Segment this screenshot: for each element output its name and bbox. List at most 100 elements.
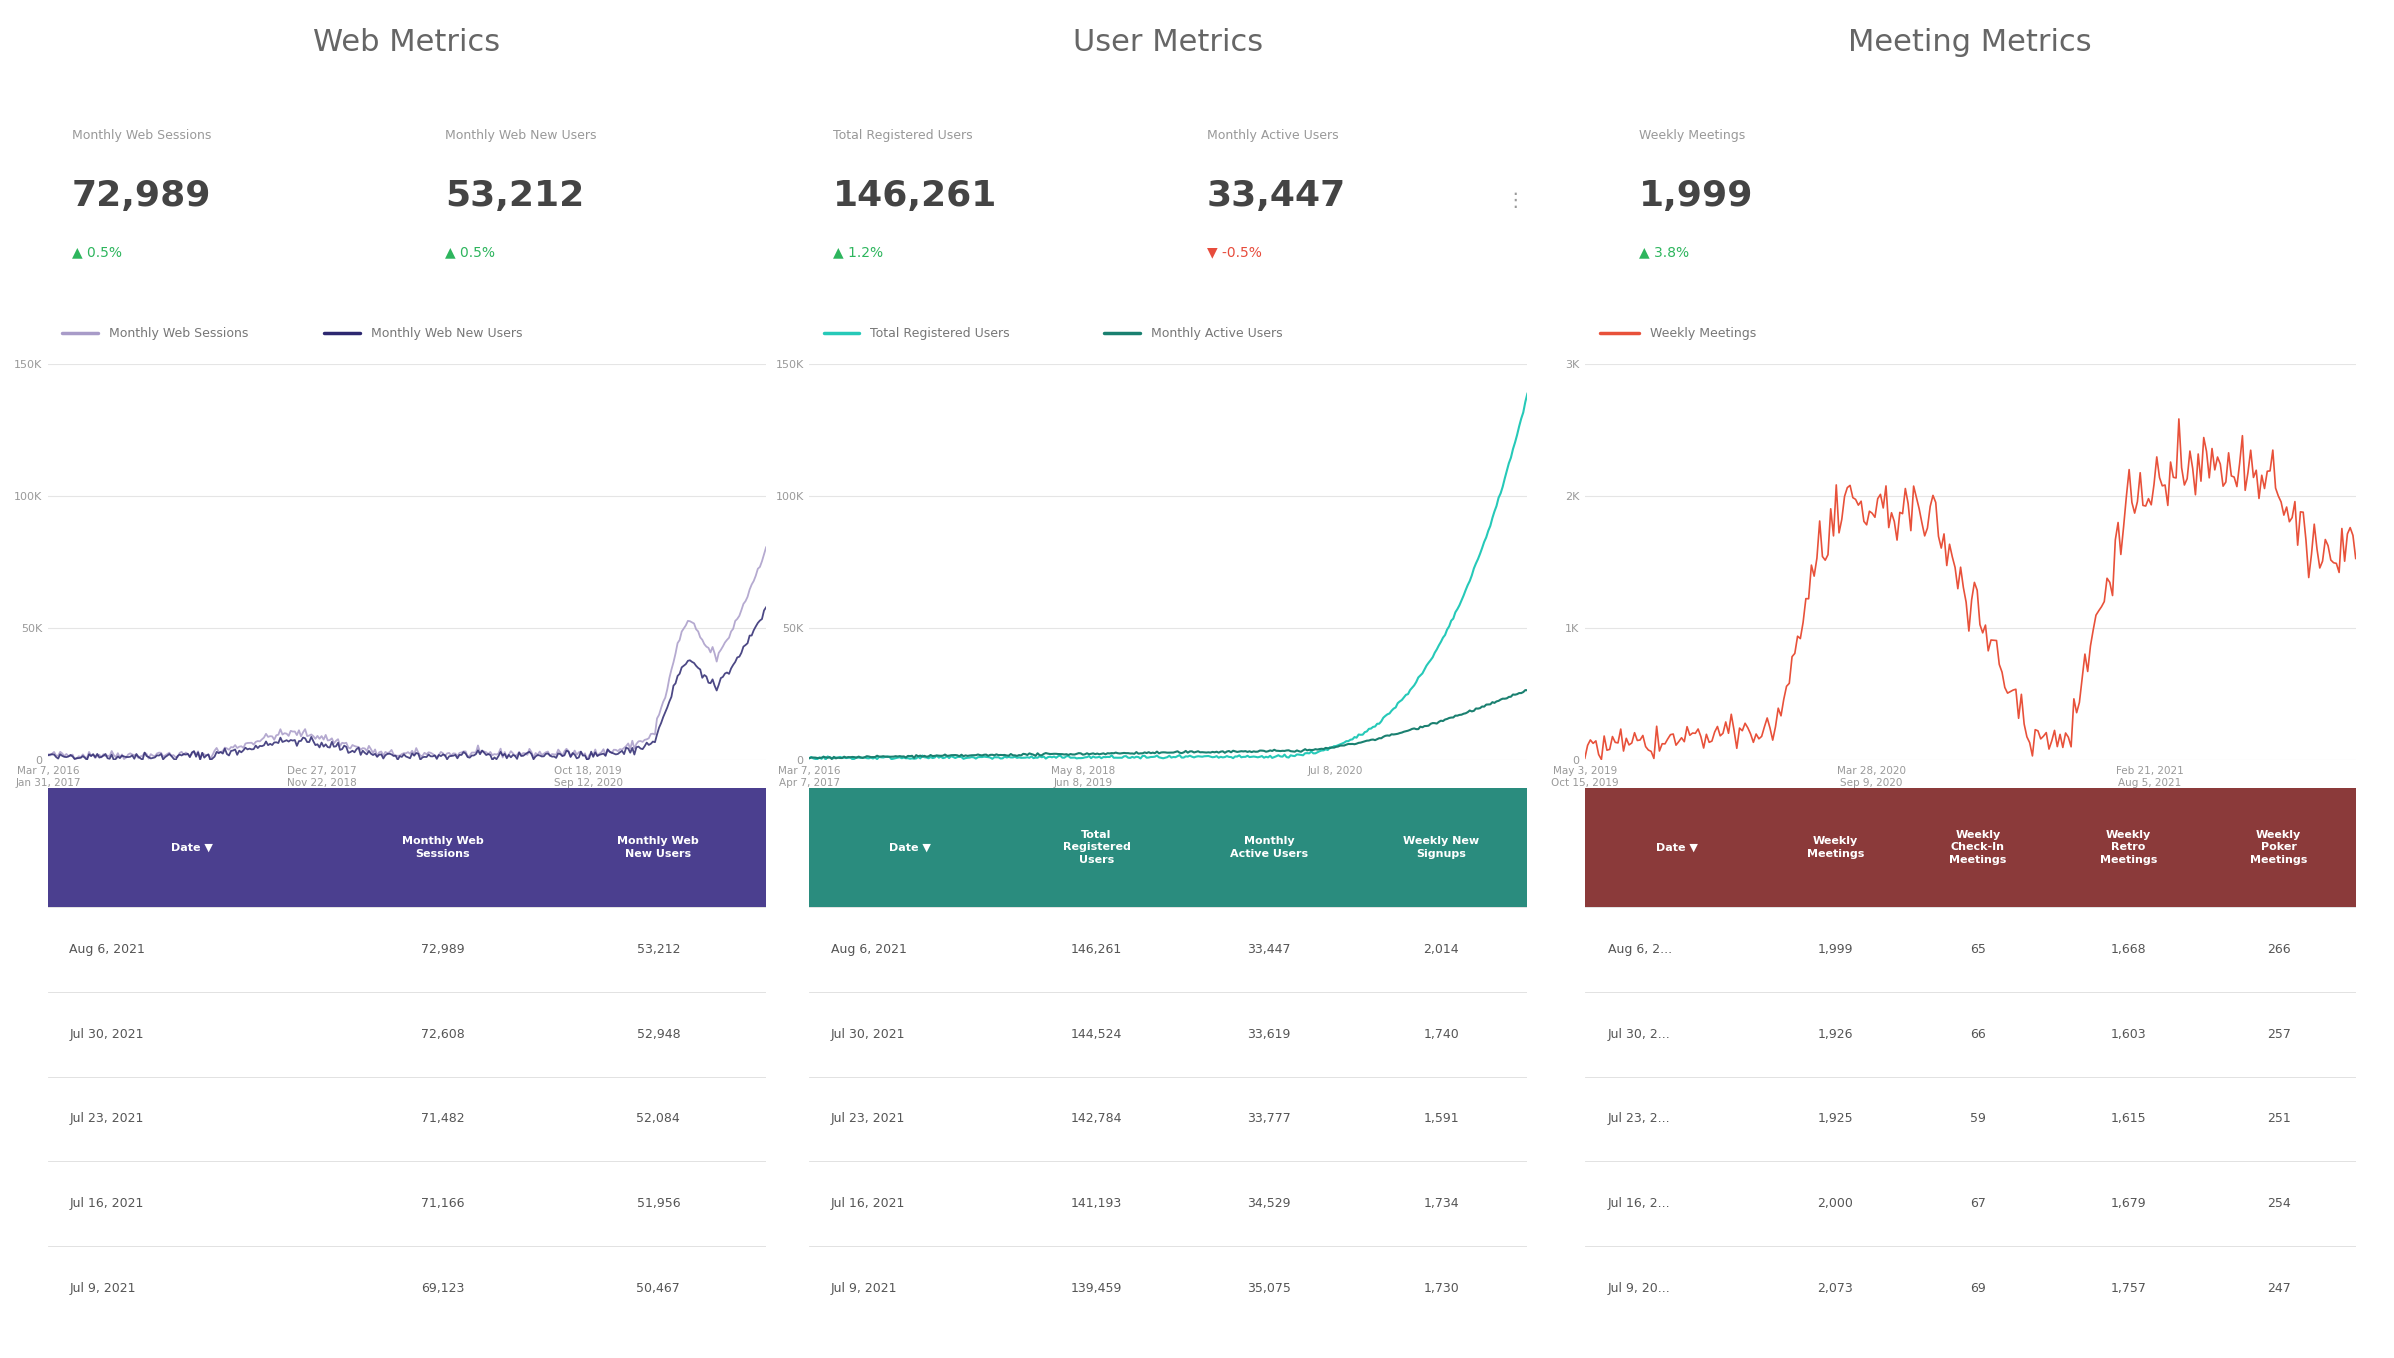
Bar bbox=[2054, 788, 2202, 907]
Text: 1,999: 1,999 bbox=[1640, 179, 1752, 213]
Text: Jul 16, 2021: Jul 16, 2021 bbox=[69, 1198, 144, 1210]
Text: 69,123: 69,123 bbox=[421, 1282, 464, 1296]
Text: 1,591: 1,591 bbox=[1424, 1112, 1458, 1126]
Text: 72,989: 72,989 bbox=[421, 942, 464, 956]
Text: ▲ 3.8%: ▲ 3.8% bbox=[1640, 246, 1688, 259]
Text: 139,459: 139,459 bbox=[1070, 1282, 1123, 1296]
Text: 146,261: 146,261 bbox=[1070, 942, 1123, 956]
Text: 67: 67 bbox=[1970, 1198, 1987, 1210]
Text: 1,679: 1,679 bbox=[2112, 1198, 2145, 1210]
Text: 65: 65 bbox=[1970, 942, 1987, 956]
Text: 34,529: 34,529 bbox=[1247, 1198, 1290, 1210]
Text: Date ▼: Date ▼ bbox=[888, 842, 931, 853]
Bar bbox=[1183, 788, 1355, 907]
Text: Jul 9, 20...: Jul 9, 20... bbox=[1609, 1282, 1671, 1296]
Bar bbox=[1769, 788, 1901, 907]
Text: Monthly
Active Users: Monthly Active Users bbox=[1231, 837, 1307, 858]
Text: Aug 6, 2...: Aug 6, 2... bbox=[1609, 942, 1671, 956]
Text: Monthly Active Users: Monthly Active Users bbox=[1152, 327, 1283, 340]
Text: 52,948: 52,948 bbox=[637, 1028, 680, 1040]
Text: 266: 266 bbox=[2267, 942, 2291, 956]
Bar bbox=[1355, 788, 1527, 907]
Text: 33,447: 33,447 bbox=[1207, 179, 1345, 213]
Bar bbox=[1010, 788, 1183, 907]
Text: Monthly Web Sessions: Monthly Web Sessions bbox=[110, 327, 249, 340]
Text: ⋮: ⋮ bbox=[1506, 191, 1525, 209]
Text: Monthly Active Users: Monthly Active Users bbox=[1207, 129, 1338, 141]
Text: Weekly Meetings: Weekly Meetings bbox=[1649, 327, 1757, 340]
Text: Aug 6, 2021: Aug 6, 2021 bbox=[69, 942, 146, 956]
Text: Date ▼: Date ▼ bbox=[1657, 842, 1697, 853]
Text: 146,261: 146,261 bbox=[833, 179, 998, 213]
Text: Total Registered Users: Total Registered Users bbox=[871, 327, 1010, 340]
Text: 71,482: 71,482 bbox=[421, 1112, 464, 1126]
Bar bbox=[809, 788, 1010, 907]
Text: 66: 66 bbox=[1970, 1028, 1987, 1040]
Text: Jul 30, 2021: Jul 30, 2021 bbox=[831, 1028, 905, 1040]
Text: 72,989: 72,989 bbox=[72, 179, 211, 213]
Bar bbox=[48, 788, 335, 907]
Text: Jul 30, 2021: Jul 30, 2021 bbox=[69, 1028, 144, 1040]
Text: 2,000: 2,000 bbox=[1817, 1198, 1853, 1210]
Text: 53,212: 53,212 bbox=[445, 179, 584, 213]
Text: 69: 69 bbox=[1970, 1282, 1987, 1296]
Text: Jul 23, 2021: Jul 23, 2021 bbox=[69, 1112, 144, 1126]
Text: 1,668: 1,668 bbox=[2112, 942, 2145, 956]
Text: 247: 247 bbox=[2267, 1282, 2291, 1296]
Text: ▲ 1.2%: ▲ 1.2% bbox=[833, 246, 883, 259]
Text: 254: 254 bbox=[2267, 1198, 2291, 1210]
Bar bbox=[2202, 788, 2356, 907]
Text: Monthly Web
Sessions: Monthly Web Sessions bbox=[402, 837, 484, 858]
Text: 1,740: 1,740 bbox=[1424, 1028, 1458, 1040]
Text: 59: 59 bbox=[1970, 1112, 1987, 1126]
Text: 257: 257 bbox=[2267, 1028, 2291, 1040]
Bar bbox=[1585, 788, 1769, 907]
Text: Weekly
Poker
Meetings: Weekly Poker Meetings bbox=[2250, 830, 2308, 865]
Text: Jul 16, 2...: Jul 16, 2... bbox=[1609, 1198, 1671, 1210]
Bar bbox=[551, 788, 766, 907]
Text: 51,956: 51,956 bbox=[637, 1198, 680, 1210]
Text: Meeting Metrics: Meeting Metrics bbox=[1848, 27, 2092, 57]
Text: User Metrics: User Metrics bbox=[1073, 27, 1264, 57]
Text: 1,730: 1,730 bbox=[1424, 1282, 1458, 1296]
Text: Web Metrics: Web Metrics bbox=[314, 27, 500, 57]
Text: Total Registered Users: Total Registered Users bbox=[833, 129, 972, 141]
Text: 1,615: 1,615 bbox=[2112, 1112, 2145, 1126]
Text: 1,926: 1,926 bbox=[1817, 1028, 1853, 1040]
Bar bbox=[1901, 788, 2054, 907]
Text: Monthly Web
New Users: Monthly Web New Users bbox=[618, 837, 699, 858]
Text: Monthly Web Sessions: Monthly Web Sessions bbox=[72, 129, 211, 141]
Text: Total
Registered
Users: Total Registered Users bbox=[1063, 830, 1130, 865]
Text: 1,603: 1,603 bbox=[2112, 1028, 2145, 1040]
Text: 144,524: 144,524 bbox=[1070, 1028, 1123, 1040]
Text: 1,757: 1,757 bbox=[2112, 1282, 2147, 1296]
Text: Weekly
Meetings: Weekly Meetings bbox=[1807, 837, 1865, 858]
Text: Date ▼: Date ▼ bbox=[170, 842, 213, 853]
Text: Weekly
Check-In
Meetings: Weekly Check-In Meetings bbox=[1949, 830, 2006, 865]
Text: ▼ -0.5%: ▼ -0.5% bbox=[1207, 246, 1262, 259]
Text: Jul 23, 2021: Jul 23, 2021 bbox=[831, 1112, 905, 1126]
Text: 1,925: 1,925 bbox=[1817, 1112, 1853, 1126]
Text: 33,777: 33,777 bbox=[1247, 1112, 1290, 1126]
Text: Aug 6, 2021: Aug 6, 2021 bbox=[831, 942, 907, 956]
Text: 72,608: 72,608 bbox=[421, 1028, 464, 1040]
Text: Jul 9, 2021: Jul 9, 2021 bbox=[831, 1282, 898, 1296]
Text: Jul 30, 2...: Jul 30, 2... bbox=[1609, 1028, 1671, 1040]
Text: 53,212: 53,212 bbox=[637, 942, 680, 956]
Text: 141,193: 141,193 bbox=[1070, 1198, 1123, 1210]
Text: Monthly Web New Users: Monthly Web New Users bbox=[371, 327, 522, 340]
Text: 1,734: 1,734 bbox=[1424, 1198, 1458, 1210]
Text: 71,166: 71,166 bbox=[421, 1198, 464, 1210]
Text: 251: 251 bbox=[2267, 1112, 2291, 1126]
Text: 1,999: 1,999 bbox=[1817, 942, 1853, 956]
Bar bbox=[335, 788, 551, 907]
Text: Weekly Meetings: Weekly Meetings bbox=[1640, 129, 1745, 141]
Text: Jul 9, 2021: Jul 9, 2021 bbox=[69, 1282, 136, 1296]
Text: Weekly
Retro
Meetings: Weekly Retro Meetings bbox=[2100, 830, 2157, 865]
Text: ▲ 0.5%: ▲ 0.5% bbox=[445, 246, 496, 259]
Text: 52,084: 52,084 bbox=[637, 1112, 680, 1126]
Text: 35,075: 35,075 bbox=[1247, 1282, 1290, 1296]
Text: 33,619: 33,619 bbox=[1247, 1028, 1290, 1040]
Text: 142,784: 142,784 bbox=[1070, 1112, 1123, 1126]
Text: Jul 16, 2021: Jul 16, 2021 bbox=[831, 1198, 905, 1210]
